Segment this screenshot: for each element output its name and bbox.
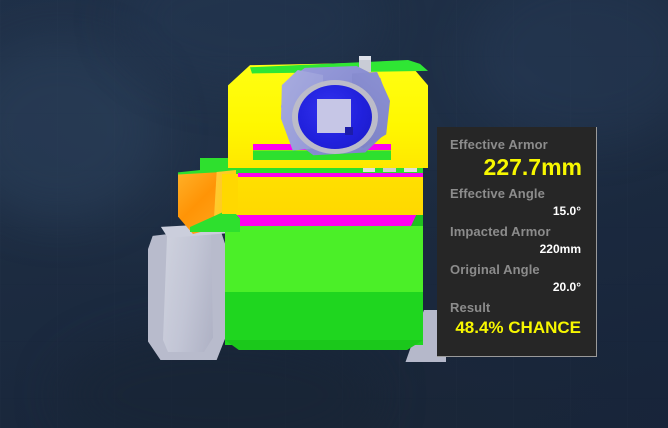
effective-angle-value: 15.0° — [552, 204, 581, 218]
hull-lower — [225, 220, 423, 292]
stat-row-result: Result 48.4% CHANCE — [450, 299, 583, 339]
hull-upper-glacis — [225, 175, 423, 215]
armor-stats-panel: Effective Armor 227.7mm Effective Angle … — [437, 127, 597, 357]
hull-lower-dark — [225, 290, 423, 345]
antenna-base — [359, 58, 371, 72]
result-value: 48.4% CHANCE — [455, 318, 581, 337]
result-label: Result — [450, 300, 491, 315]
weak-stripe-upper — [228, 170, 423, 177]
original-angle-value: 20.0° — [552, 280, 581, 294]
impacted-armor-label: Impacted Armor — [450, 224, 551, 239]
gun-core-shadow — [345, 127, 353, 135]
stat-row-original-angle: Original Angle 20.0° — [450, 261, 583, 296]
effective-armor-value: 227.7mm — [483, 154, 582, 180]
hull-bottom-bevel — [225, 340, 423, 350]
stat-row-impacted-armor: Impacted Armor 220mm — [450, 223, 583, 258]
left-track-highlight — [163, 232, 213, 352]
impacted-armor-value: 220mm — [539, 242, 581, 256]
fender-yellow-skirt — [222, 174, 238, 214]
stat-row-effective-angle: Effective Angle 15.0° — [450, 185, 583, 220]
effective-armor-label: Effective Armor — [450, 137, 548, 152]
antenna-top — [359, 56, 371, 60]
original-angle-label: Original Angle — [450, 262, 540, 277]
stat-row-effective-armor: Effective Armor 227.7mm — [450, 136, 583, 180]
background-blotch-left — [0, 40, 160, 220]
weak-stripe-lower — [225, 212, 423, 226]
effective-angle-label: Effective Angle — [450, 186, 545, 201]
turret-bottom-lip — [253, 150, 391, 160]
